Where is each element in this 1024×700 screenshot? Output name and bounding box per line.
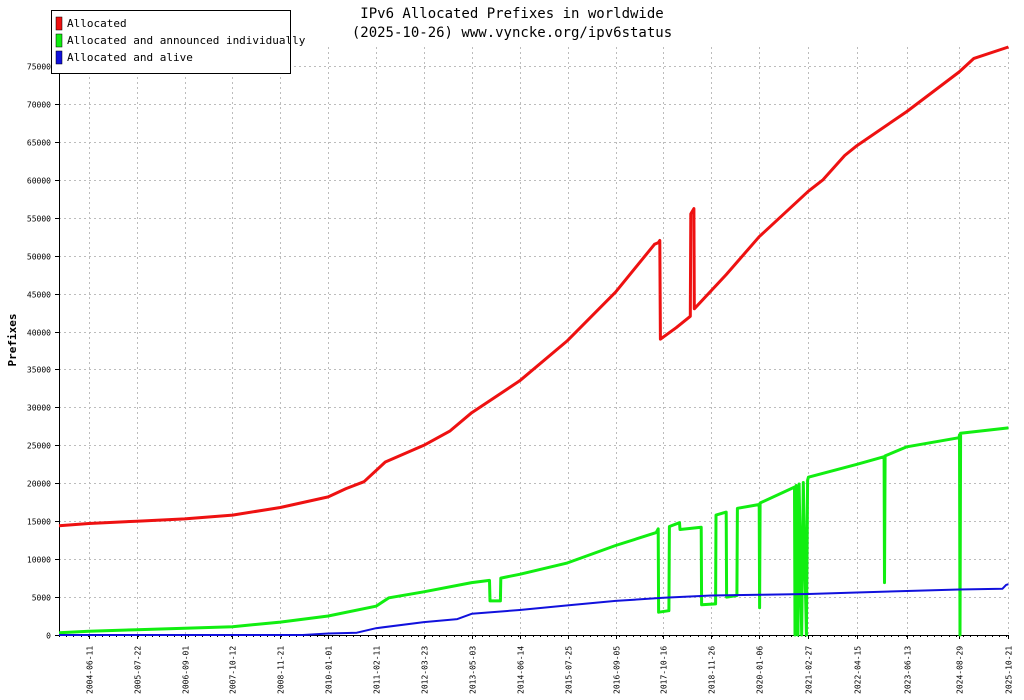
y-tick-label: 35000	[27, 366, 51, 375]
legend-label-1: Allocated and announced individually	[67, 34, 306, 47]
x-tick-label: 2013-05-03	[469, 646, 478, 694]
x-tick-label: 2020-01-06	[756, 646, 765, 694]
x-tick-label: 2007-10-12	[229, 646, 238, 694]
legend-swatch-0	[55, 16, 63, 31]
x-tick-label: 2018-11-26	[708, 646, 717, 694]
x-tick-label: 2010-01-01	[325, 646, 334, 694]
x-tick-label: 2022-04-15	[854, 646, 863, 694]
y-tick-label: 55000	[27, 215, 51, 224]
y-tick-label: 45000	[27, 291, 51, 300]
legend-box	[51, 10, 291, 74]
legend-swatch-2	[55, 50, 63, 65]
y-tick-label: 70000	[27, 101, 51, 110]
y-tick-label: 0	[46, 632, 51, 641]
legend-label-2: Allocated and alive	[67, 51, 193, 64]
series-line-2	[59, 583, 1009, 636]
x-tick-label: 2023-06-13	[904, 646, 913, 694]
axes-layer: 0 5000 10000 15000 20000 25000 30000 35000 40000…	[27, 47, 1014, 694]
x-tick-label: 2006-09-01	[182, 646, 191, 694]
y-tick-label: 65000	[27, 139, 51, 148]
grid-layer	[59, 47, 1009, 635]
x-tick-label: 2016-09-05	[613, 646, 622, 694]
y-tick-label: 60000	[27, 177, 51, 186]
x-tick-label: 2025-10-21	[1005, 646, 1014, 694]
chart-title: IPv6 Allocated Prefixes in worldwide	[360, 6, 663, 22]
series-layer	[58, 45, 1009, 637]
x-tick-label: 2014-06-14	[517, 646, 526, 694]
y-tick-label: 10000	[27, 556, 51, 565]
x-tick-label: 2012-03-23	[421, 646, 430, 694]
x-tick-label: 2017-10-16	[660, 646, 669, 694]
y-tick-label: 75000	[27, 63, 51, 72]
y-tick-label: 25000	[27, 442, 51, 451]
series-line-0	[58, 45, 1009, 528]
x-tick-label: 2005-07-22	[134, 646, 143, 694]
legend-swatch-1	[55, 33, 63, 48]
y-tick-label: 40000	[27, 329, 51, 338]
x-tick-label: 2008-11-21	[277, 646, 286, 694]
y-tick-label: 30000	[27, 404, 51, 413]
x-tick-label: 2021-02-27	[805, 646, 814, 694]
y-tick-label: 15000	[27, 518, 51, 527]
y-tick-label: 20000	[27, 480, 51, 489]
x-tick-label: 2024-08-29	[956, 646, 965, 694]
x-tick-label: 2004-06-11	[86, 646, 95, 694]
legend: Allocated Allocated and announced individ…	[51, 10, 306, 74]
y-tick-label: 50000	[27, 253, 51, 262]
legend-items: Allocated Allocated and announced individ…	[55, 16, 306, 65]
series-line-1	[58, 426, 1009, 637]
chart-subtitle: (2025-10-26) www.vyncke.org/ipv6status	[352, 25, 672, 41]
x-tick-label: 2015-07-25	[565, 646, 574, 694]
legend-label-0: Allocated	[67, 17, 127, 30]
y-axis-title: Prefixes	[6, 314, 19, 367]
y-tick-label: 5000	[32, 594, 51, 603]
x-tick-label: 2011-02-11	[373, 646, 382, 694]
